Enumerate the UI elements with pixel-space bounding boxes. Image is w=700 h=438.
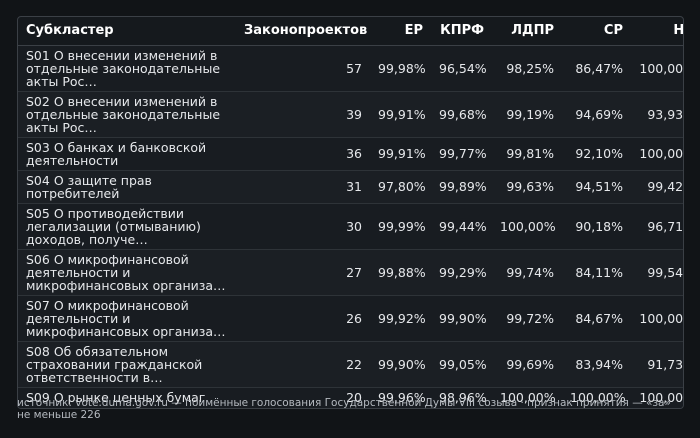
table-row: S05 О противодействии легализации (отмыв… (18, 203, 683, 250)
cell-ldpr: 98,25% (492, 45, 562, 92)
cell-ldpr: 99,72% (492, 295, 562, 342)
cell-subcluster: S03 О банках и банковской деятельности (18, 137, 236, 171)
cell-subcluster: S09 О рынке ценных бумаг (18, 387, 236, 408)
cell-sr: 84,67% (562, 295, 631, 342)
cell-ldpr: 99,81% (492, 137, 562, 171)
cell-er: 97,80% (370, 170, 431, 204)
cell-ldpr: 100,00% (492, 203, 562, 250)
cell-subcluster: S04 О защите прав потребителей (18, 170, 236, 204)
column-header-bills: Законопроектов (236, 17, 370, 46)
cell-nl: 93,93% (631, 91, 683, 138)
cell-kprf: 99,44% (431, 203, 492, 250)
cell-bills: 36 (236, 137, 370, 171)
cell-bills: 26 (236, 295, 370, 342)
table-row: S09 О рынке ценных бумаг 20 99,96% 98,96% 10… (18, 387, 683, 408)
cell-nl: 100,00% (631, 387, 683, 408)
cell-bills: 30 (236, 203, 370, 250)
column-header-ldpr: ЛДПР (492, 17, 562, 46)
cell-bills: 20 (236, 387, 370, 408)
table-row: S06 О микрофинансовой деятельности и мик… (18, 249, 683, 296)
cell-kprf: 99,29% (431, 249, 492, 296)
cell-bills: 39 (236, 91, 370, 138)
source-note: источник: vote.duma.gov.ru — поимённые г… (17, 397, 671, 421)
cell-ldpr: 99,69% (492, 341, 562, 388)
cell-er: 99,98% (370, 45, 431, 92)
cell-sr: 90,18% (562, 203, 631, 250)
cell-er: 99,99% (370, 203, 431, 250)
cell-subcluster: S07 О микрофинансовой деятельности и мик… (18, 295, 236, 342)
cell-bills: 57 (236, 45, 370, 92)
table-row: S03 О банках и банковской деятельности 36… (18, 137, 683, 171)
cell-bills: 22 (236, 341, 370, 388)
cell-nl: 100,00% (631, 137, 683, 171)
cell-sr: 92,10% (562, 137, 631, 171)
column-header-kprf: КПРФ (431, 17, 492, 46)
cell-nl: 100,00% (631, 45, 683, 92)
cell-ldpr: 99,19% (492, 91, 562, 138)
column-header-subcluster: Субкластер (18, 17, 236, 46)
cell-sr: 86,47% (562, 45, 631, 92)
cell-subcluster: S01 О внесении изменений в отдельные зак… (18, 45, 236, 92)
cell-bills: 31 (236, 170, 370, 204)
table-row: S08 Об обязательном страховании гражданс… (18, 341, 683, 388)
table-header-row: Субкластер Законопроектов ЕР КПРФ ЛДПР С… (18, 17, 683, 46)
cell-sr: 84,11% (562, 249, 631, 296)
cell-er: 99,90% (370, 341, 431, 388)
cell-subcluster: S02 О внесении изменений в отдельные зак… (18, 91, 236, 138)
cell-bills: 27 (236, 249, 370, 296)
cell-nl: 91,73% (631, 341, 683, 388)
cell-ldpr: 99,74% (492, 249, 562, 296)
cell-sr: 83,94% (562, 341, 631, 388)
table-row: S04 О защите прав потребителей 31 97,80% 99… (18, 170, 683, 204)
cell-subcluster: S06 О микрофинансовой деятельности и мик… (18, 249, 236, 296)
cell-kprf: 96,54% (431, 45, 492, 92)
cell-sr: 94,69% (562, 91, 631, 138)
cell-er: 99,92% (370, 295, 431, 342)
cell-nl: 96,71% (631, 203, 683, 250)
cell-er: 99,91% (370, 137, 431, 171)
cell-nl: 100,00% (631, 295, 683, 342)
cell-ldpr: 100,00% (492, 387, 562, 408)
cell-sr: 94,51% (562, 170, 631, 204)
cell-ldpr: 99,63% (492, 170, 562, 204)
table-row: S02 О внесении изменений в отдельные зак… (18, 91, 683, 138)
cell-kprf: 99,89% (431, 170, 492, 204)
cell-kprf: 99,77% (431, 137, 492, 171)
cell-kprf: 99,05% (431, 341, 492, 388)
column-header-sr: СР (562, 17, 631, 46)
cell-nl: 99,54% (631, 249, 683, 296)
cell-subcluster: S05 О противодействии легализации (отмыв… (18, 203, 236, 250)
cell-er: 99,91% (370, 91, 431, 138)
cell-nl: 99,42% (631, 170, 683, 204)
table-row: S01 О внесении изменений в отдельные зак… (18, 45, 683, 92)
cell-subcluster: S08 Об обязательном страховании гражданс… (18, 341, 236, 388)
cell-sr: 100,00% (562, 387, 631, 408)
cell-kprf: 99,90% (431, 295, 492, 342)
cell-kprf: 99,68% (431, 91, 492, 138)
results-table-container: Субкластер Законопроектов ЕР КПРФ ЛДПР С… (17, 16, 684, 409)
column-header-er: ЕР (370, 17, 431, 46)
cell-er: 99,96% (370, 387, 431, 408)
column-header-nl: НЛ (631, 17, 683, 46)
cell-kprf: 98,96% (431, 387, 492, 408)
subcluster-vote-table: Субкластер Законопроектов ЕР КПРФ ЛДПР С… (18, 17, 683, 408)
table-row: S07 О микрофинансовой деятельности и мик… (18, 295, 683, 342)
table-body: S01 О внесении изменений в отдельные зак… (18, 45, 683, 408)
cell-er: 99,88% (370, 249, 431, 296)
